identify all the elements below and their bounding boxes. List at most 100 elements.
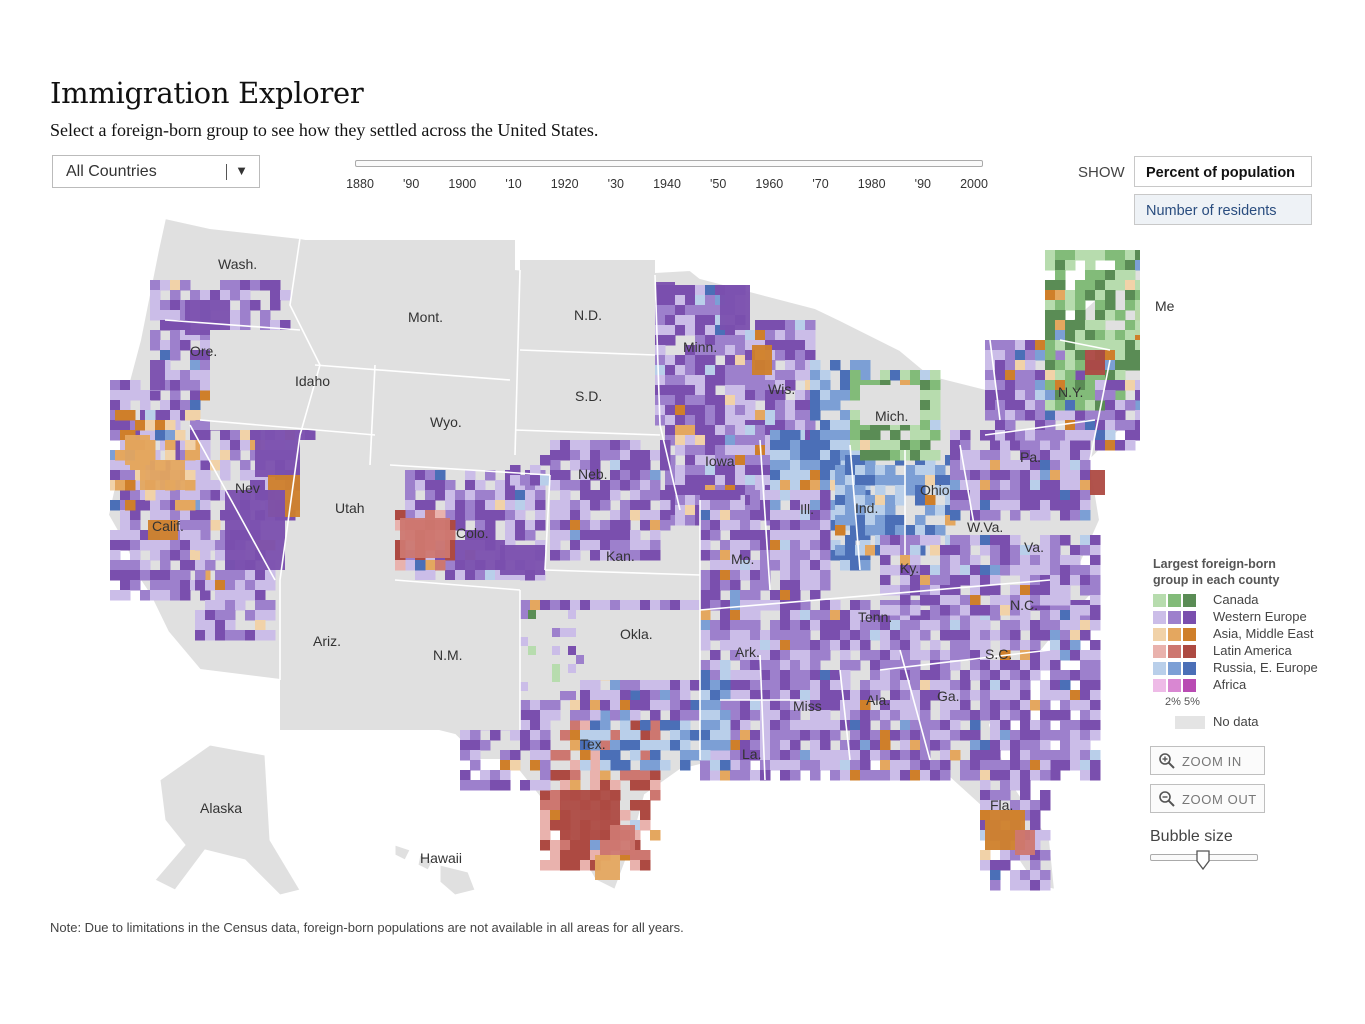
county-cell[interactable] <box>270 290 281 301</box>
county-cell[interactable] <box>1055 390 1066 401</box>
county-cell[interactable] <box>240 280 251 291</box>
county-cell[interactable] <box>775 400 786 411</box>
county-cell[interactable] <box>1020 880 1031 891</box>
county-cell[interactable] <box>950 575 961 586</box>
county-cell[interactable] <box>830 360 841 371</box>
county-cell[interactable] <box>500 780 511 791</box>
county-cell[interactable] <box>820 510 831 521</box>
county-cell[interactable] <box>1040 710 1051 721</box>
county-cell[interactable] <box>530 730 541 741</box>
county-cell[interactable] <box>920 750 931 761</box>
county-cell[interactable] <box>260 310 271 321</box>
county-cell[interactable] <box>950 470 961 481</box>
county-cell[interactable] <box>680 750 691 761</box>
county-cell[interactable] <box>560 480 571 491</box>
county-cell[interactable] <box>535 500 546 511</box>
county-cell[interactable] <box>245 610 256 621</box>
county-cell[interactable] <box>765 380 776 391</box>
county-cell[interactable] <box>1095 330 1106 341</box>
county-cell[interactable] <box>1010 700 1021 711</box>
county-cell[interactable] <box>1060 750 1071 761</box>
county-cell[interactable] <box>735 465 746 476</box>
county-cell[interactable] <box>1000 730 1011 741</box>
county-cell[interactable] <box>520 682 528 691</box>
county-cell[interactable] <box>210 480 221 491</box>
county-cell[interactable] <box>125 480 136 491</box>
county-cell[interactable] <box>195 570 206 581</box>
county-cell[interactable] <box>705 325 716 336</box>
county-cell[interactable] <box>1105 350 1116 361</box>
county-cell[interactable] <box>755 455 766 466</box>
county-cell[interactable] <box>1065 400 1076 411</box>
county-cell[interactable] <box>840 670 851 681</box>
county-cell[interactable] <box>220 280 231 291</box>
county-cell[interactable] <box>520 475 531 486</box>
county-cell[interactable] <box>560 750 571 761</box>
county-cell[interactable] <box>445 550 456 561</box>
county-cell[interactable] <box>830 680 841 691</box>
county-cell[interactable] <box>185 410 196 421</box>
county-cell[interactable] <box>160 560 171 571</box>
county-cell[interactable] <box>130 510 141 521</box>
county-cell[interactable] <box>870 680 881 691</box>
county-cell[interactable] <box>800 520 811 531</box>
county-cell[interactable] <box>780 620 791 631</box>
county-cell[interactable] <box>240 310 251 321</box>
county-cell[interactable] <box>1005 400 1016 411</box>
county-cell[interactable] <box>185 300 230 335</box>
county-cell[interactable] <box>170 380 181 391</box>
county-cell[interactable] <box>840 610 851 621</box>
county-cell[interactable] <box>775 340 786 351</box>
county-cell[interactable] <box>1015 400 1026 411</box>
county-cell[interactable] <box>620 850 631 861</box>
county-cell[interactable] <box>515 500 526 511</box>
county-cell[interactable] <box>700 570 711 581</box>
county-cell[interactable] <box>675 405 686 416</box>
county-cell[interactable] <box>705 435 716 446</box>
county-cell[interactable] <box>552 664 560 673</box>
county-cell[interactable] <box>705 315 716 326</box>
county-cell[interactable] <box>990 750 1001 761</box>
county-cell[interactable] <box>780 560 791 571</box>
county-cell[interactable] <box>1020 545 1031 556</box>
county-cell[interactable] <box>455 500 466 511</box>
county-cell[interactable] <box>180 530 191 541</box>
county-cell[interactable] <box>145 420 156 431</box>
county-cell[interactable] <box>990 670 1001 681</box>
county-cell[interactable] <box>940 565 951 576</box>
county-cell[interactable] <box>1010 480 1021 491</box>
county-cell[interactable] <box>1115 330 1126 341</box>
county-cell[interactable] <box>1070 740 1081 751</box>
county-cell[interactable] <box>570 700 581 711</box>
county-cell[interactable] <box>990 565 1001 576</box>
county-cell[interactable] <box>215 600 226 611</box>
county-cell[interactable] <box>590 500 601 511</box>
county-cell[interactable] <box>1020 555 1031 566</box>
county-cell[interactable] <box>750 610 761 621</box>
county-cell[interactable] <box>920 450 931 461</box>
county-cell[interactable] <box>710 730 721 741</box>
county-cell[interactable] <box>695 305 706 316</box>
county-cell[interactable] <box>1040 870 1051 881</box>
county-cell[interactable] <box>1050 760 1061 771</box>
county-cell[interactable] <box>1075 290 1086 301</box>
county-cell[interactable] <box>820 500 831 511</box>
county-cell[interactable] <box>880 450 891 461</box>
county-cell[interactable] <box>1010 555 1021 566</box>
county-cell[interactable] <box>835 545 846 556</box>
county-cell[interactable] <box>780 650 791 661</box>
county-cell[interactable] <box>550 450 561 461</box>
county-cell[interactable] <box>120 520 131 531</box>
county-cell[interactable] <box>1090 680 1101 691</box>
county-cell[interactable] <box>580 840 591 851</box>
county-cell[interactable] <box>715 465 726 476</box>
county-cell[interactable] <box>970 595 981 606</box>
county-cell[interactable] <box>750 710 761 721</box>
county-cell[interactable] <box>110 470 121 481</box>
county-cell[interactable] <box>240 290 251 301</box>
county-cell[interactable] <box>775 320 786 331</box>
county-cell[interactable] <box>1085 280 1096 291</box>
county-cell[interactable] <box>890 620 901 631</box>
county-cell[interactable] <box>225 610 236 621</box>
county-cell[interactable] <box>425 560 436 571</box>
